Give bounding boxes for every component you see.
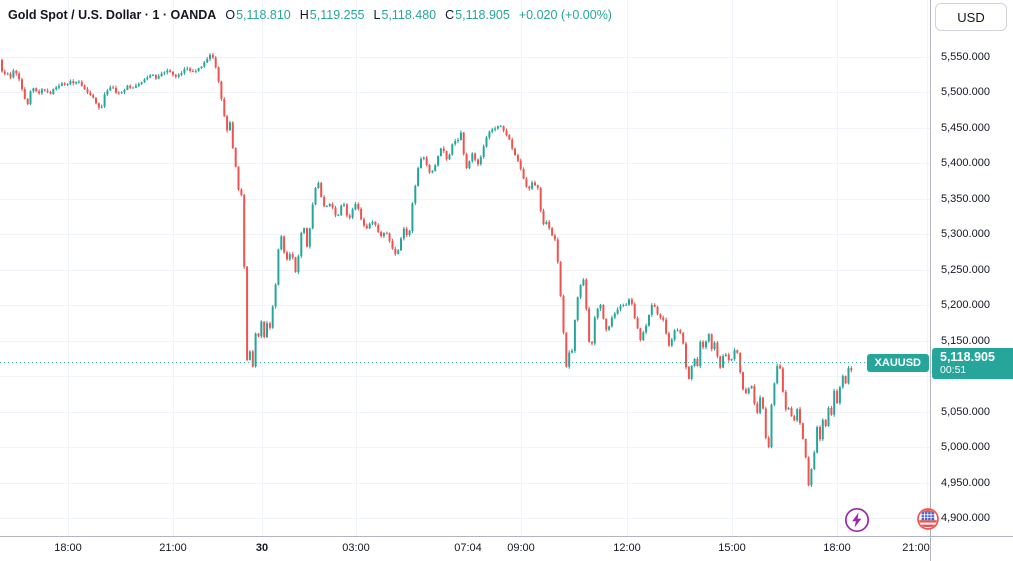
time-axis[interactable]: 18:00 21:00 30 03:00 07:04 09:00 12:00 15:00 18:… xyxy=(0,537,930,561)
time-axis-label: 18:00 xyxy=(823,542,851,554)
time-axis-label: 09:00 xyxy=(507,542,535,554)
time-axis-label: 18:00 xyxy=(54,542,82,554)
price-axis-label: 5,200.000 xyxy=(941,299,990,311)
time-axis-label: 21:00 xyxy=(902,542,930,554)
ohlc-high: H 5,119.255 xyxy=(300,7,365,24)
ohlc-open: O 5,118.810 xyxy=(225,7,290,24)
price-axis-border xyxy=(930,0,931,561)
price-axis-label: 5,400.000 xyxy=(941,157,990,169)
close-value: 5,118.905 xyxy=(455,8,510,22)
price-axis-label: 4,900.000 xyxy=(941,512,990,524)
price-axis-label: 5,500.000 xyxy=(941,86,990,98)
currency-button[interactable]: USD xyxy=(935,3,1007,31)
price-axis-label: 4,950.000 xyxy=(941,476,990,489)
candlestick-chart[interactable] xyxy=(0,0,930,536)
bar-countdown: 00:51 xyxy=(940,363,967,376)
high-label: H xyxy=(299,8,309,22)
current-price-badge[interactable]: 5,118.905 00:51 xyxy=(932,347,1013,379)
us-flag-icon[interactable] xyxy=(917,508,939,530)
ohlc-low: L 5,118.480 xyxy=(373,7,436,24)
time-axis-label: 15:00 xyxy=(718,542,746,554)
change-value: +0.020 (+0.00%) xyxy=(518,8,612,22)
time-axis-label: 07:04 xyxy=(454,542,482,554)
candle-bodies xyxy=(1,54,853,486)
time-axis-border xyxy=(0,536,1013,537)
price-axis-label: 5,000.000 xyxy=(941,441,990,453)
symbol-price-tag: XAUUSD xyxy=(866,353,929,372)
price-axis-label: 5,350.000 xyxy=(941,192,990,205)
time-axis-label: 03:00 xyxy=(342,542,370,554)
high-value: 5,119.255 xyxy=(309,8,365,22)
ohlc-close: C 5,118.905 xyxy=(445,7,510,24)
lightning-icon xyxy=(844,507,870,533)
time-axis-label: 12:00 xyxy=(613,542,641,554)
low-label: L xyxy=(373,8,381,22)
instant-trading-button[interactable] xyxy=(844,507,870,533)
price-axis-label: 5,050.000 xyxy=(941,405,990,418)
open-value: 5,118.810 xyxy=(236,8,291,22)
price-axis-label: 5,450.000 xyxy=(941,121,990,134)
price-axis-label: 5,150.000 xyxy=(941,334,990,347)
price-axis-label: 5,250.000 xyxy=(941,263,990,276)
open-label: O xyxy=(225,8,236,22)
symbol-title[interactable]: Gold Spot / U.S. Dollar · 1 · OANDA xyxy=(8,8,217,22)
close-label: C xyxy=(445,8,455,22)
current-price-value: 5,118.905 xyxy=(940,349,995,364)
low-value: 5,118.480 xyxy=(381,8,437,22)
time-axis-label: 30 xyxy=(255,542,269,554)
price-axis[interactable]: 5,550.000 5,500.000 5,450.000 5,400.000 5,35… xyxy=(931,0,1013,536)
price-axis-label: 5,550.000 xyxy=(941,50,990,63)
time-axis-label: 21:00 xyxy=(159,542,187,554)
grid xyxy=(0,0,930,536)
chart-legend: Gold Spot / U.S. Dollar · 1 · OANDA O 5,1… xyxy=(8,7,612,24)
price-axis-label: 5,300.000 xyxy=(941,228,990,240)
